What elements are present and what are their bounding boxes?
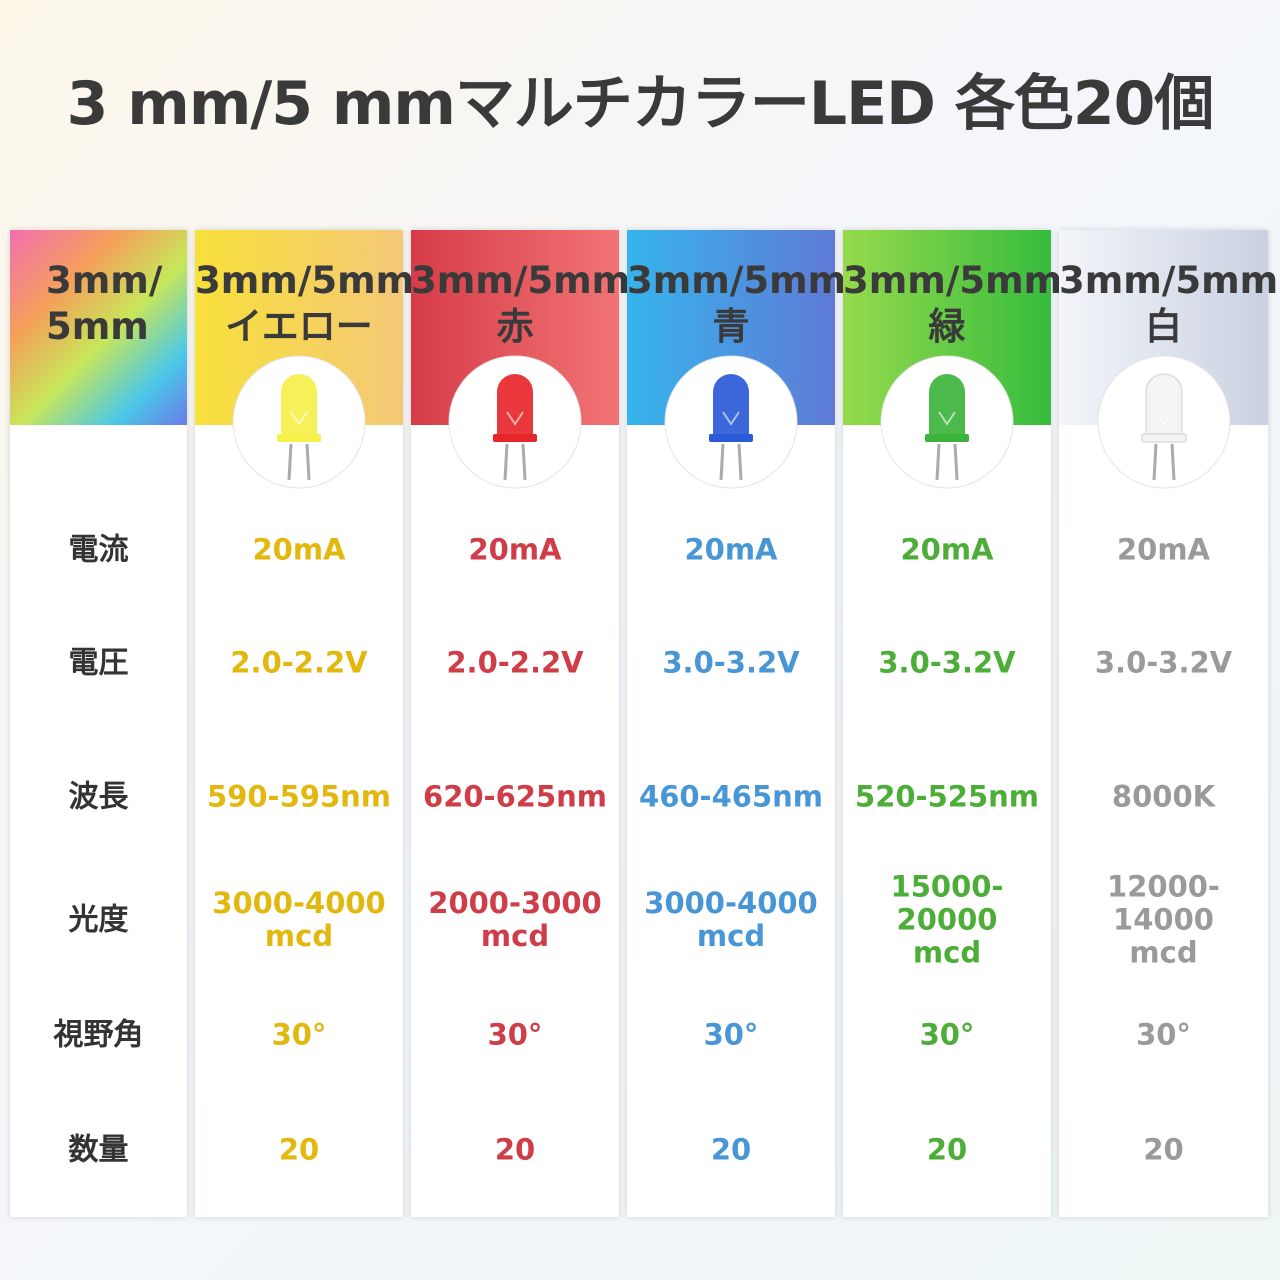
value-cell: 20mA bbox=[1116, 532, 1211, 567]
led-rim bbox=[277, 434, 321, 442]
header-line: 3mm/5mm bbox=[843, 259, 1063, 302]
value-cell: 3.0-3.2V bbox=[662, 645, 800, 680]
value-cell: 3.0-3.2V bbox=[1094, 645, 1233, 680]
header-line: 5mm bbox=[46, 305, 149, 348]
value-cell: 20mA bbox=[684, 532, 778, 567]
led-lead bbox=[737, 443, 743, 481]
header-line: 3mm/5mm bbox=[411, 259, 631, 302]
value-cell: 3000-4000 mcd bbox=[212, 886, 386, 953]
column: 3mm/5mm 青 20mA 3.0-3.2V 460-465nm 3000-4000 … bbox=[627, 230, 847, 1217]
value-cell: 2000-3000 mcd bbox=[428, 886, 602, 953]
value-cell: 30° bbox=[487, 1017, 543, 1052]
value-cell: 8000K bbox=[1111, 779, 1216, 814]
header-line: 3mm/5mm bbox=[195, 259, 415, 302]
column: 3mm/5mm 電流電圧波長光度視野角数量 bbox=[10, 230, 187, 1217]
led-lead bbox=[719, 443, 725, 481]
led-lead bbox=[521, 443, 527, 481]
value-cell: 20 bbox=[494, 1132, 536, 1167]
header-text: 3mm/5mm イエロー bbox=[195, 258, 415, 350]
value-cell: 2.0-2.2V bbox=[230, 645, 368, 680]
header-line: イエロー bbox=[225, 305, 373, 348]
led-lead bbox=[1170, 443, 1175, 481]
led-body bbox=[497, 374, 533, 440]
column: 3mm/5mm 白 20mA 3.0-3.2V 8000K 12000-14000 mc… bbox=[1059, 230, 1279, 1217]
column-header: 3mm/5mm bbox=[10, 230, 187, 425]
row-label: 数量 bbox=[68, 1132, 129, 1168]
title: 3 mm/5 mmマルチカラーLED 各色20個 bbox=[66, 69, 1215, 139]
led-lead bbox=[935, 443, 941, 481]
led-chip bbox=[722, 411, 740, 426]
value-cell: 620-625nm bbox=[423, 779, 607, 814]
header-line: 3mm/5mm bbox=[627, 259, 847, 302]
value-cell: 12000-14000 mcd bbox=[1107, 869, 1220, 970]
row-label: 電圧 bbox=[68, 645, 129, 681]
led-icon bbox=[232, 355, 366, 489]
column: 3mm/5mm 赤 20mA 2.0-2.2V 620-625nm 2000-3000 … bbox=[411, 230, 631, 1217]
header-line: 3mm/ bbox=[46, 259, 163, 302]
header-text: 3mm/5mm bbox=[46, 258, 162, 350]
row-label: 光度 bbox=[68, 902, 129, 938]
value-cell: 20mA bbox=[900, 532, 994, 567]
value-cell: 20 bbox=[1143, 1132, 1184, 1167]
header-line: 3mm/5mm bbox=[1059, 259, 1279, 302]
value-cell: 20 bbox=[278, 1132, 320, 1167]
led-rim bbox=[925, 434, 969, 442]
value-cell: 2.0-2.2V bbox=[446, 645, 584, 680]
header-text: 3mm/5mm 白 bbox=[1059, 258, 1279, 350]
led-lead bbox=[287, 443, 293, 481]
header-text: 3mm/5mm 緑 bbox=[843, 258, 1063, 350]
header-line: 白 bbox=[1145, 305, 1182, 348]
led-chip bbox=[1154, 411, 1173, 426]
value-cell: 3.0-3.2V bbox=[878, 645, 1016, 680]
value-cell: 30° bbox=[1136, 1017, 1191, 1052]
row-label: 波長 bbox=[68, 779, 129, 815]
led-lead bbox=[305, 443, 311, 481]
row-label: 視野角 bbox=[53, 1017, 144, 1053]
header-text: 3mm/5mm 赤 bbox=[411, 258, 631, 350]
led-icon bbox=[448, 355, 582, 489]
led-icon bbox=[664, 355, 798, 489]
led-chip bbox=[938, 411, 956, 426]
led-body bbox=[1145, 373, 1182, 441]
led-chip bbox=[506, 411, 524, 426]
led-lead bbox=[953, 443, 959, 481]
led-chip bbox=[290, 411, 308, 426]
header-line: 赤 bbox=[496, 305, 534, 348]
led-rim bbox=[709, 434, 753, 442]
value-cell: 520-525nm bbox=[855, 779, 1039, 814]
value-cell: 20mA bbox=[468, 532, 562, 567]
column: 3mm/5mm イエロー 20mA 2.0-2.2V 590-595nm 3000-40… bbox=[195, 230, 415, 1217]
header-line: 青 bbox=[712, 305, 750, 348]
value-cell: 460-465nm bbox=[639, 779, 823, 814]
value-cell: 20 bbox=[710, 1132, 752, 1167]
led-body bbox=[929, 374, 965, 440]
column: 3mm/5mm 緑 20mA 3.0-3.2V 520-525nm 15000-2000… bbox=[843, 230, 1063, 1217]
value-cell: 3000-4000 mcd bbox=[644, 886, 818, 953]
led-rim bbox=[1141, 433, 1186, 443]
value-cell: 30° bbox=[919, 1017, 975, 1052]
value-cell: 20 bbox=[926, 1132, 968, 1167]
row-label: 電流 bbox=[68, 532, 129, 568]
value-cell: 30° bbox=[271, 1017, 327, 1052]
value-cell: 20mA bbox=[252, 532, 346, 567]
value-cell: 590-595nm bbox=[207, 779, 391, 814]
led-body bbox=[713, 374, 749, 440]
led-body bbox=[281, 374, 317, 440]
led-icon bbox=[1097, 355, 1230, 489]
led-rim bbox=[493, 434, 537, 442]
header-text: 3mm/5mm 青 bbox=[627, 258, 847, 350]
value-cell: 15000-20000 mcd bbox=[890, 869, 1004, 970]
led-icon bbox=[880, 355, 1014, 489]
led-lead bbox=[1152, 443, 1157, 481]
value-cell: 30° bbox=[703, 1017, 759, 1052]
header-line: 緑 bbox=[928, 305, 966, 348]
led-lead bbox=[503, 443, 509, 481]
